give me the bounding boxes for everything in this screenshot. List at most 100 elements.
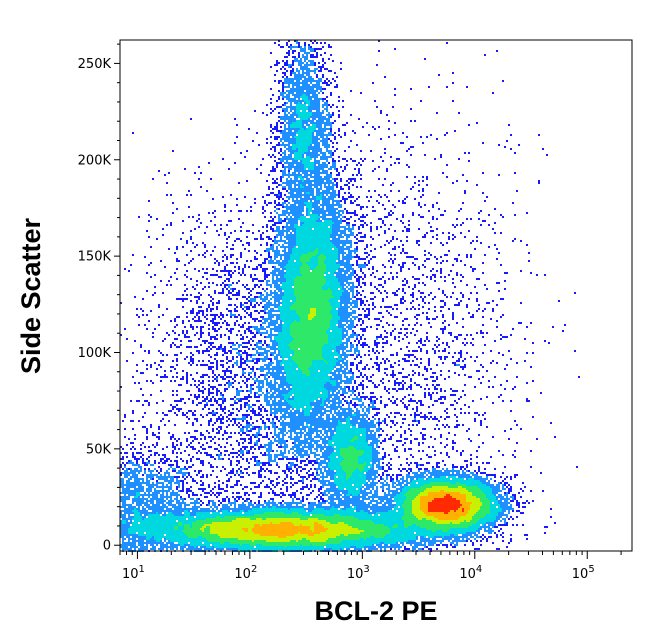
- data-point: [402, 202, 404, 204]
- data-point: [196, 220, 198, 222]
- data-point: [306, 274, 308, 276]
- data-point: [288, 130, 290, 132]
- data-point: [460, 292, 462, 294]
- data-point: [304, 196, 306, 198]
- data-point: [326, 104, 328, 106]
- data-point: [316, 262, 318, 264]
- data-point: [356, 204, 358, 206]
- data-point: [300, 88, 302, 90]
- data-point: [328, 184, 330, 186]
- data-point: [318, 234, 320, 236]
- data-point: [386, 296, 388, 298]
- data-point: [404, 262, 406, 264]
- data-point: [274, 252, 276, 254]
- data-point: [316, 56, 318, 58]
- data-point: [314, 80, 316, 82]
- data-point: [316, 286, 318, 288]
- data-point: [298, 300, 300, 302]
- data-point: [306, 206, 308, 208]
- data-point: [296, 96, 298, 98]
- data-point: [308, 44, 310, 46]
- data-point: [298, 310, 300, 312]
- data-point: [312, 246, 314, 248]
- data-point: [298, 100, 300, 102]
- data-point: [224, 284, 226, 286]
- data-point: [286, 226, 288, 228]
- data-point: [268, 194, 270, 196]
- data-point: [312, 150, 314, 152]
- data-point: [198, 178, 200, 180]
- data-point: [298, 86, 300, 88]
- data-point: [330, 180, 332, 182]
- data-point: [294, 210, 296, 212]
- data-point: [278, 264, 280, 266]
- data-point: [292, 144, 294, 146]
- data-point: [278, 158, 280, 160]
- data-point: [302, 108, 304, 110]
- data-point: [338, 134, 340, 136]
- data-point: [294, 122, 296, 124]
- data-point: [294, 98, 296, 100]
- data-point: [398, 288, 400, 290]
- data-point: [424, 204, 426, 206]
- data-point: [308, 132, 310, 134]
- data-point: [272, 168, 274, 170]
- data-point: [336, 244, 338, 246]
- data-point: [338, 234, 340, 236]
- data-point: [290, 162, 292, 164]
- data-point: [308, 144, 310, 146]
- data-point: [312, 132, 314, 134]
- data-point: [304, 304, 306, 306]
- data-point: [284, 310, 286, 312]
- data-point: [336, 266, 338, 268]
- data-point: [402, 298, 404, 300]
- data-point: [382, 204, 384, 206]
- data-point: [456, 224, 458, 226]
- data-point: [298, 136, 300, 138]
- data-point: [368, 262, 370, 264]
- data-point: [220, 224, 222, 226]
- data-point: [464, 192, 466, 194]
- data-point: [376, 288, 378, 290]
- data-point: [502, 216, 504, 218]
- data-point: [348, 242, 350, 244]
- data-point: [286, 294, 288, 296]
- data-point: [280, 230, 282, 232]
- data-point: [306, 172, 308, 174]
- data-point: [350, 178, 352, 180]
- data-point: [288, 90, 290, 92]
- data-point: [272, 244, 274, 246]
- data-point: [318, 174, 320, 176]
- data-point: [454, 236, 456, 238]
- data-point: [262, 298, 264, 300]
- data-point: [296, 228, 298, 230]
- data-point: [186, 270, 188, 272]
- data-point: [304, 58, 306, 60]
- data-point: [328, 162, 330, 164]
- data-point: [270, 130, 272, 132]
- data-point: [300, 162, 302, 164]
- data-point: [260, 298, 262, 300]
- data-point: [328, 304, 330, 306]
- data-point: [304, 56, 306, 58]
- data-point: [294, 190, 296, 192]
- data-point: [278, 116, 280, 118]
- data-point: [332, 222, 334, 224]
- data-point: [280, 288, 282, 290]
- data-point: [366, 214, 368, 216]
- data-point: [434, 310, 436, 312]
- data-point: [476, 300, 478, 302]
- data-point: [452, 234, 454, 236]
- data-point: [292, 166, 294, 168]
- data-point: [406, 196, 408, 198]
- data-point: [298, 62, 300, 64]
- data-point: [262, 268, 264, 270]
- data-point: [300, 130, 302, 132]
- data-point: [210, 296, 212, 298]
- data-point: [192, 308, 194, 310]
- data-point: [332, 60, 334, 62]
- data-point: [318, 104, 320, 106]
- data-point: [274, 230, 276, 232]
- data-point: [276, 228, 278, 230]
- data-point: [408, 230, 410, 232]
